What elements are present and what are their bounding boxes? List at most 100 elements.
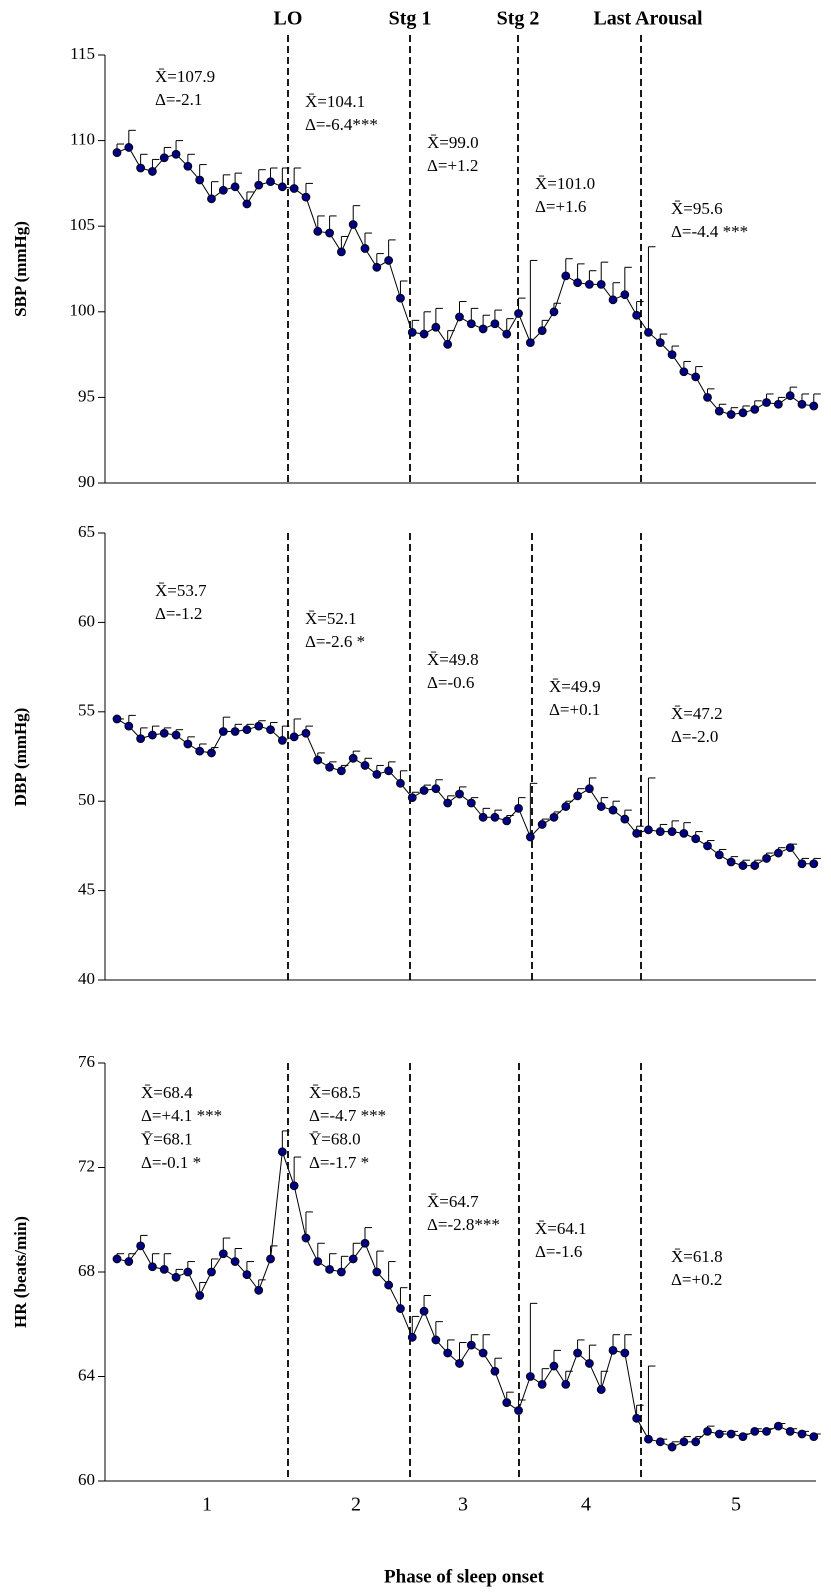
data-point [644, 1434, 653, 1444]
data-point [455, 312, 464, 322]
data-point [655, 1437, 665, 1447]
data-point [218, 727, 228, 736]
data-point [431, 1335, 441, 1345]
data-point [384, 256, 394, 265]
data-point [372, 1267, 382, 1277]
data-point [277, 736, 287, 745]
data-point [573, 791, 582, 801]
data-point [195, 175, 205, 185]
x-axis-label: Phase of sleep onset [384, 1566, 545, 1587]
data-point [573, 278, 582, 288]
data-point [443, 1348, 453, 1358]
annotation: X̄=64.1 [535, 1219, 587, 1238]
data-point [277, 1147, 287, 1157]
data-point [431, 784, 441, 794]
data-point [514, 309, 523, 318]
data-point [419, 329, 429, 339]
data-point [703, 1426, 712, 1436]
data-point [348, 1254, 358, 1264]
stage-label: Last Arousal [593, 8, 703, 30]
data-point [726, 1429, 736, 1439]
data-point [644, 327, 653, 337]
annotation: Δ=-6.4*** [305, 115, 378, 134]
annotation: Δ=+0.1 [549, 700, 600, 719]
y-axis-label: DBP (mmHg) [11, 708, 30, 807]
data-point [230, 182, 240, 192]
data-point [549, 307, 559, 317]
annotation: X̄=107.9 [155, 67, 215, 86]
data-point [679, 367, 689, 377]
data-point [632, 1413, 642, 1423]
annotation: X̄=49.8 [427, 650, 479, 669]
data-point [525, 338, 535, 348]
data-point [148, 167, 157, 176]
data-point [455, 789, 464, 799]
data-point [585, 280, 594, 289]
data-point [183, 161, 193, 171]
data-point [443, 798, 453, 808]
data-point [655, 827, 665, 836]
y-tick-label: 45 [78, 880, 95, 899]
data-point [738, 861, 748, 870]
data-point [773, 1421, 783, 1431]
data-point [750, 861, 760, 870]
data-point [667, 1442, 677, 1452]
data-point [466, 319, 476, 329]
y-tick-label: 60 [78, 1470, 95, 1489]
data-point [195, 746, 205, 756]
annotation: Δ=-2.0 [671, 727, 718, 746]
data-point [148, 1262, 157, 1272]
data-point [372, 769, 382, 779]
annotation: X̄=49.9 [549, 677, 601, 696]
data-point [703, 392, 712, 402]
y-tick-label: 90 [78, 472, 95, 491]
data-point [679, 1437, 689, 1447]
x-tick-label: 5 [731, 1494, 741, 1516]
data-point [396, 1304, 405, 1313]
data-point [242, 199, 252, 209]
data-point [750, 1426, 760, 1436]
data-point [762, 854, 771, 863]
data-point [714, 1429, 724, 1439]
annotation: X̄=104.1 [305, 92, 365, 111]
data-point [348, 753, 358, 763]
data-point [691, 834, 701, 844]
data-point [183, 1267, 193, 1277]
annotation: X̄=95.6 [671, 199, 723, 218]
data-point [301, 728, 311, 738]
annotation: X̄=52.1 [305, 609, 357, 628]
data-point [301, 1233, 311, 1243]
data-point [289, 732, 299, 742]
annotation: X̄=99.0 [427, 133, 479, 152]
data-point [561, 802, 571, 811]
data-point [608, 295, 618, 305]
data-point [289, 184, 299, 193]
data-point [396, 293, 405, 303]
x-tick-label: 4 [581, 1494, 591, 1516]
data-point [514, 1406, 523, 1415]
data-point [360, 761, 370, 770]
data-point [785, 843, 795, 853]
y-tick-label: 64 [78, 1365, 96, 1384]
data-point [714, 850, 724, 860]
annotation: X̄=47.2 [671, 704, 723, 723]
data-point [703, 841, 712, 851]
data-point [419, 1306, 429, 1316]
data-point [407, 327, 417, 337]
data-point [596, 280, 606, 289]
data-point [608, 805, 618, 815]
data-point [159, 153, 169, 163]
data-point [478, 324, 488, 334]
data-point [809, 401, 819, 411]
data-point [183, 739, 193, 749]
data-point [773, 399, 783, 409]
data-point [254, 721, 264, 731]
data-point [490, 1366, 500, 1376]
y-tick-label: 105 [70, 215, 96, 234]
data-point [762, 1426, 771, 1436]
data-point [325, 228, 334, 238]
y-tick-label: 76 [78, 1052, 95, 1071]
data-point [266, 177, 275, 187]
